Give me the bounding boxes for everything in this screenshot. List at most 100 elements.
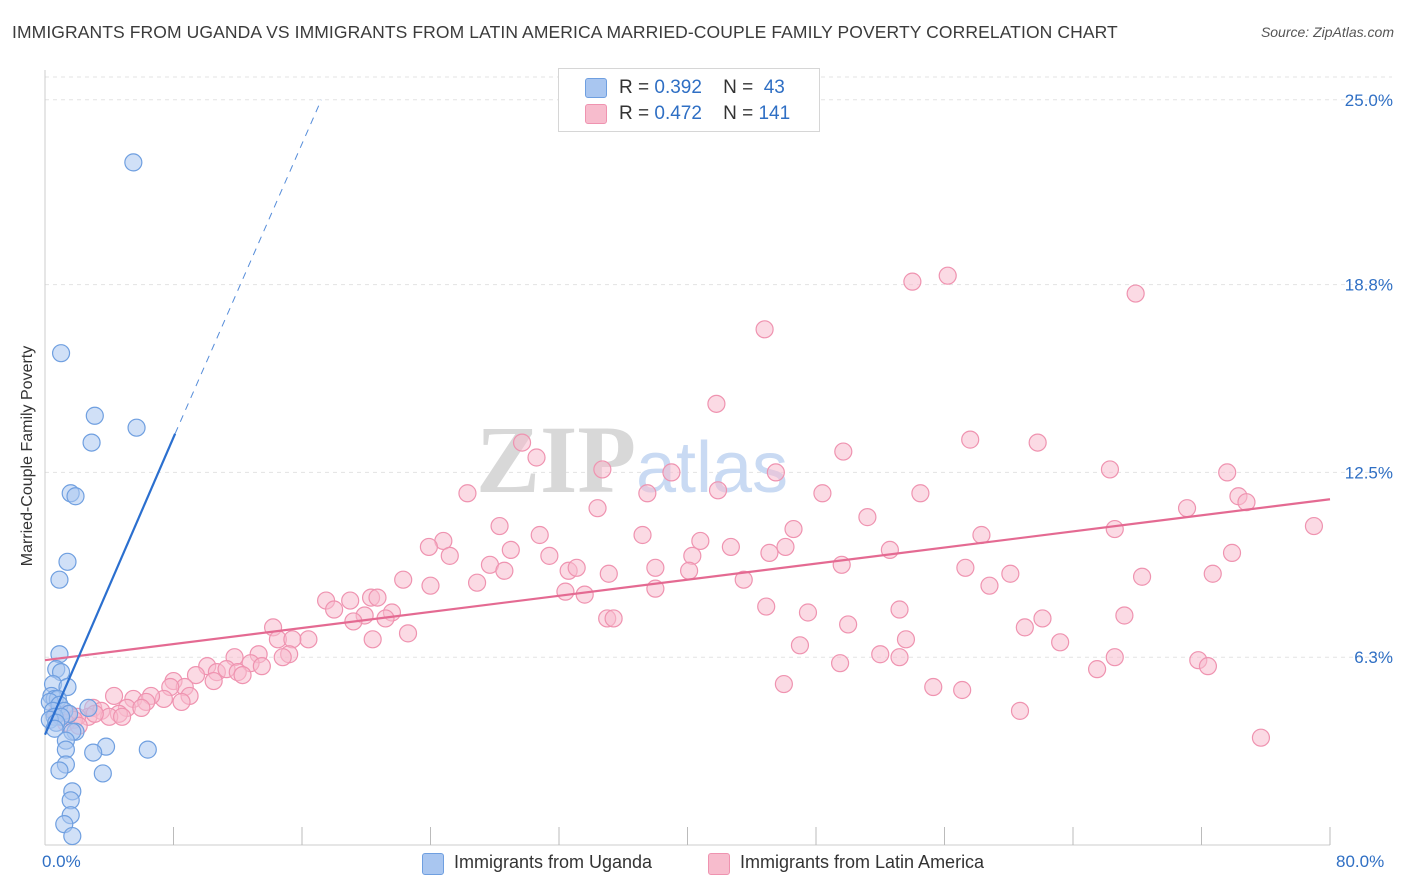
legend-latam-r-label: R = [619,103,650,124]
latam-point [1251,728,1271,747]
latam-point [1177,499,1197,518]
latam-point [567,558,586,577]
latam-point [830,654,850,673]
latam-point [707,394,726,413]
latam-point [1100,460,1120,479]
uganda-point [79,698,98,717]
uganda-series [40,153,157,846]
uganda-point [84,743,103,762]
x-max-label: 80.0% [1336,852,1385,871]
latam-point [721,537,740,557]
latam-point [1304,516,1324,536]
latam-point [790,636,810,655]
latam-point [890,600,909,619]
latam-point [798,603,818,622]
latam-point [924,677,943,697]
latam-point [633,525,652,545]
latam-point [938,266,957,285]
latam-point [1218,463,1237,482]
latam-trend-line [44,498,1331,662]
uganda-point [58,552,77,571]
latam-point [368,588,387,607]
legend-uganda-n: 43 [763,77,785,98]
latam-point [1033,609,1052,628]
latam-point [953,680,972,700]
uganda-point [82,433,101,452]
latam-point [325,600,344,619]
latam-point [784,519,803,539]
bottom-uganda-label: Immigrants from Uganda [454,852,653,872]
uganda-point [85,406,104,425]
latam-point [204,671,223,691]
y-tick-label-0: 6.3% [1354,648,1393,667]
latam-point [398,624,418,643]
latam-point [1001,564,1020,583]
latam-point [961,430,980,449]
gridlines [45,76,1392,658]
latam-point [527,448,546,467]
latam-point [683,546,702,565]
latam-point [911,484,930,503]
latam-point [421,576,440,595]
latam-point [1105,519,1124,539]
latam-point [490,516,509,536]
latam-point [662,463,681,482]
latam-point [104,686,124,706]
uganda-trend-line [43,433,177,736]
latam-point [813,484,832,503]
latam-point [839,615,858,634]
latam-point [1105,648,1124,667]
latam-point [593,460,612,479]
latam-point [1198,657,1218,676]
latam-point [903,272,922,291]
uganda-trend-extension [174,99,322,434]
latam-point [588,499,607,518]
latam-point [774,674,793,694]
latam-point [273,648,292,667]
uganda-point [124,153,143,172]
latam-point [233,665,252,685]
latam-point [956,558,975,577]
latam-point [186,665,206,685]
latam-point [1051,633,1070,652]
bottom-latam-swatch [708,853,730,875]
latam-point [766,463,785,482]
latam-point [776,537,795,557]
watermark: ZIPatlas [476,406,788,513]
latam-point [252,657,271,676]
latam-point [890,648,909,667]
bottom-uganda-swatch [422,853,444,875]
uganda-point [63,826,82,846]
correlation-legend: R = 0.392 N = 43 R = 0.472 N = 141 [558,68,820,132]
legend-latam-n: 141 [758,103,791,124]
uganda-point [50,570,69,589]
y-tick-label-2: 18.8% [1345,276,1393,295]
latam-point [896,630,916,649]
uganda-point [50,761,69,780]
uganda-point [93,764,112,783]
latam-point [440,546,459,565]
latam-point [394,570,413,589]
latam-point [363,630,382,649]
latam-point [599,564,618,583]
latam-point [1115,606,1134,625]
latam-point [458,484,477,503]
latam-swatch [585,104,607,124]
legend-uganda-n-label: N = [723,77,754,98]
latam-point [1010,701,1030,720]
latam-point [132,698,151,717]
latam-point [495,561,514,580]
latam-point [530,525,549,545]
watermark-zip: ZIP [476,406,636,513]
latam-point [1028,433,1047,452]
latam-point [419,537,438,557]
uganda-point [66,487,85,506]
latam-point [691,531,710,551]
latam-point [501,540,520,560]
latam-point [638,484,657,503]
latam-point [755,320,774,339]
latam-point [1222,543,1242,562]
source-credit: Source: ZipAtlas.com [1260,24,1394,40]
latam-point [467,573,487,592]
